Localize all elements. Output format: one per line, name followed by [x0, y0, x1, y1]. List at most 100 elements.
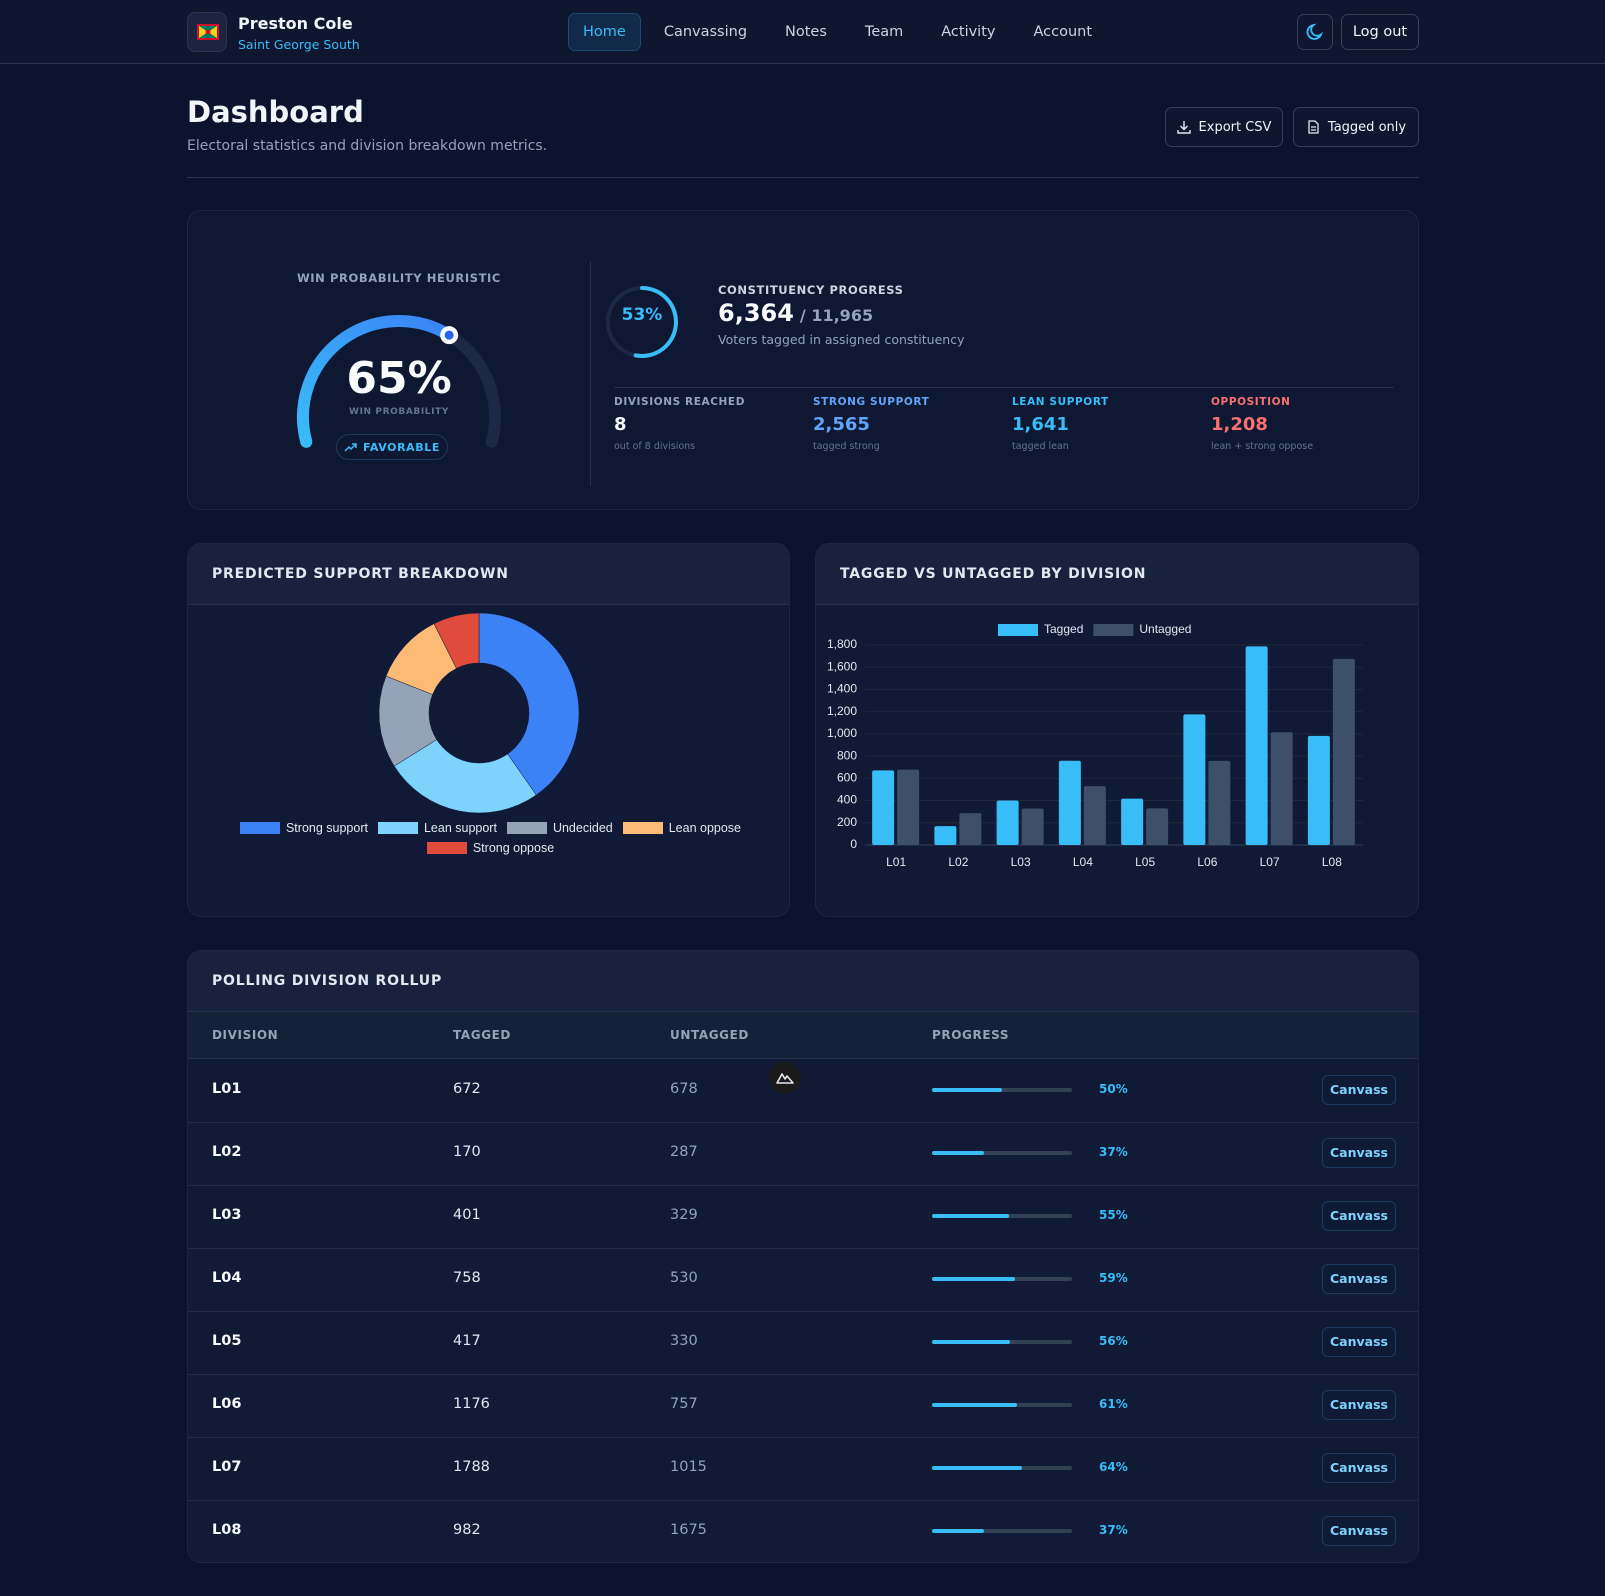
division-table: POLLING DIVISION ROLLUP DIVISION TAGGED UNT… [187, 950, 1419, 1563]
canvass-button[interactable]: Canvass [1322, 1201, 1396, 1231]
progress-ring [606, 286, 678, 358]
action-button[interactable]: Export CSV [1165, 107, 1283, 147]
stats-divider [614, 387, 1394, 388]
stat-label: DIVISIONS REACHED [614, 396, 746, 408]
progress-track [932, 1529, 1072, 1533]
chart-card: PREDICTED SUPPORT BREAKDOWN Strong suppor… [187, 543, 790, 917]
canvass-button[interactable]: Canvass [1322, 1453, 1396, 1483]
bar [1146, 808, 1169, 845]
bar [1058, 760, 1081, 845]
bar [1245, 646, 1268, 845]
table-row [188, 1059, 1418, 1122]
donut-chart [378, 612, 580, 814]
action-button[interactable]: Tagged only [1293, 107, 1419, 147]
donut-slice [433, 612, 480, 669]
icon-path [344, 443, 357, 452]
bar [1021, 808, 1044, 845]
division-cell: L08 [212, 1522, 242, 1538]
nav-link[interactable]: Account [1033, 24, 1093, 40]
vertical-divider [590, 261, 591, 486]
legend-swatch [506, 822, 547, 834]
bar [959, 813, 982, 845]
table-row [188, 1437, 1418, 1500]
logout-button[interactable]: Log out [1341, 14, 1419, 50]
legend-label: Undecided [552, 821, 613, 835]
table-row [188, 1185, 1418, 1248]
donut-slice [478, 612, 580, 796]
y-tick-label: 400 [837, 793, 857, 807]
tagged-cell: 1176 [453, 1396, 490, 1412]
legend-swatch [239, 822, 280, 834]
table-header-row [188, 1012, 1418, 1059]
chart-card: TAGGED VS UNTAGGED BY DIVISION 0 200 400 600… [815, 543, 1419, 917]
status-badge: FAVORABLE [336, 434, 448, 460]
nav-link[interactable]: Team [864, 24, 904, 40]
x-tick-label: L07 [1260, 855, 1280, 869]
canvass-button[interactable]: Canvass [1322, 1327, 1396, 1357]
table-row [188, 1248, 1418, 1311]
icon-path [1308, 120, 1319, 134]
legend-label: Tagged [1044, 622, 1083, 636]
progress-label: 37% [1099, 1145, 1128, 1159]
x-tick-label: L03 [1011, 855, 1031, 869]
button-icon [1308, 120, 1319, 134]
tagged-cell: 982 [453, 1522, 481, 1538]
y-tick-label: 1,400 [827, 682, 857, 696]
canvass-button[interactable]: Canvass [1322, 1138, 1396, 1168]
untagged-cell: 678 [670, 1081, 698, 1097]
bar [1332, 658, 1355, 845]
legend-swatch [622, 822, 663, 834]
legend-swatch [426, 842, 467, 854]
legend-item: Lean support [377, 821, 497, 835]
theme-toggle[interactable] [1297, 14, 1333, 50]
bar [1083, 786, 1106, 845]
button-label: Tagged only [1327, 119, 1407, 135]
canvass-button[interactable]: Canvass [1322, 1264, 1396, 1294]
column-header: TAGGED [453, 1028, 511, 1042]
canvass-button[interactable]: Canvass [1322, 1075, 1396, 1105]
column-header: PROGRESS [932, 1028, 1010, 1042]
badge-label: FAVORABLE [363, 440, 440, 454]
stat-value: 2,565 [813, 414, 870, 435]
nav-link[interactable]: Home [568, 13, 641, 51]
legend-label: Untagged [1139, 622, 1191, 636]
y-tick-label: 600 [837, 771, 857, 785]
y-tick-label: 800 [837, 748, 857, 762]
canvass-button[interactable]: Canvass [1322, 1390, 1396, 1420]
total-count: / 11,965 [799, 306, 874, 325]
nav-link[interactable]: Notes [785, 24, 827, 40]
division-cell: L03 [212, 1207, 242, 1223]
division-cell: L04 [212, 1270, 242, 1286]
tagged-cell: 672 [453, 1081, 481, 1097]
untagged-cell: 1675 [670, 1522, 707, 1538]
stat-caption: tagged lean [1012, 441, 1069, 452]
progress-fill [932, 1403, 1018, 1407]
y-tick-label: 0 [850, 837, 857, 851]
tagged-cell: 1788 [453, 1459, 490, 1475]
ring-label: 53% [621, 305, 663, 325]
nav-link[interactable]: Activity [941, 24, 996, 40]
page-title: Dashboard [187, 95, 364, 129]
stat-caption: out of 8 divisions [614, 441, 696, 452]
progress-label: 61% [1099, 1397, 1128, 1411]
card-header [188, 951, 1418, 1012]
division-cell: L06 [212, 1396, 242, 1412]
y-tick-label: 1,000 [827, 726, 857, 740]
table-row [188, 1311, 1418, 1374]
legend-label: Lean oppose [668, 821, 742, 835]
legend-label: Strong support [285, 821, 368, 835]
x-tick-label: L02 [948, 855, 968, 869]
tagged-cell: 758 [453, 1270, 481, 1286]
page-subtitle: Electoral statistics and division breakd… [187, 138, 548, 154]
progress-fill [932, 1529, 984, 1533]
progress-count: 6,364 / 11,965 [718, 299, 873, 327]
stat-label: STRONG SUPPORT [813, 396, 930, 408]
legend: Strong support Lean support Undecided Lean … [233, 821, 748, 855]
nav-link[interactable]: Canvassing [663, 24, 748, 40]
win-caption: WIN PROBABILITY [349, 407, 449, 417]
canvass-button[interactable]: Canvass [1322, 1516, 1396, 1546]
division-cell: L07 [212, 1459, 242, 1475]
stat-value: 1,641 [1012, 414, 1069, 435]
